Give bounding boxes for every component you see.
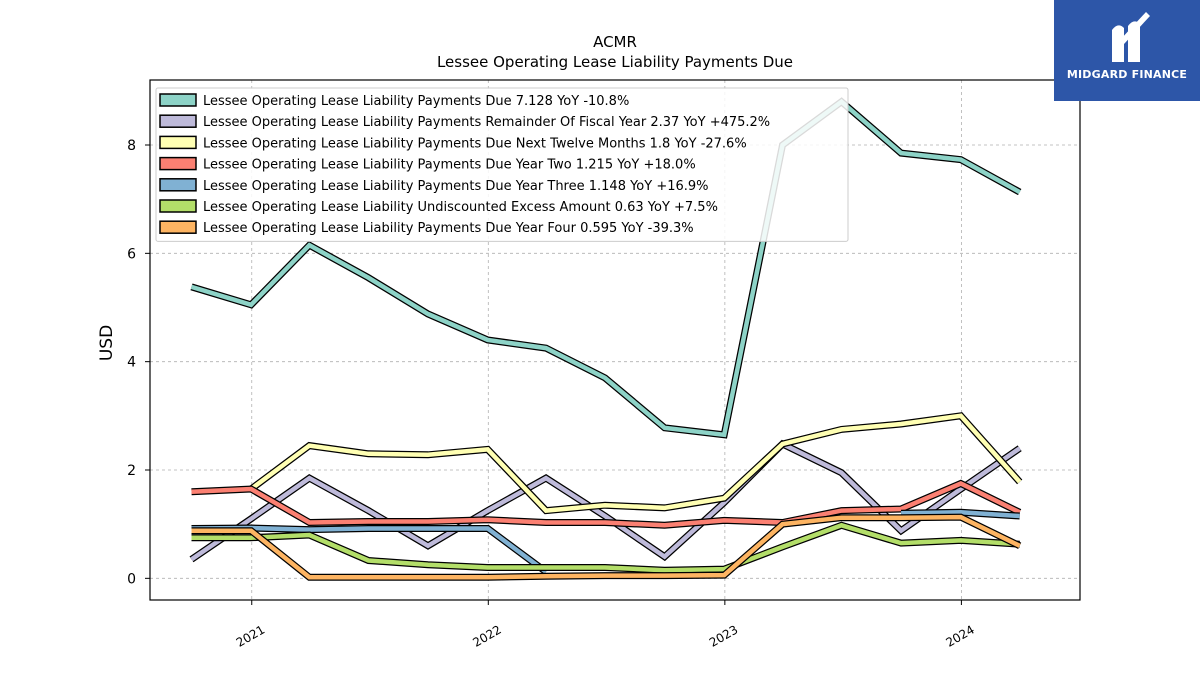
series-line <box>249 413 1022 513</box>
series-6 <box>191 513 1022 581</box>
legend: Lessee Operating Lease Liability Payment… <box>155 87 849 242</box>
series-0 <box>190 97 1022 439</box>
y-tick-label: 4 <box>127 355 136 371</box>
logo-mark-icon <box>1112 12 1150 62</box>
x-tick-label: 2021 <box>234 622 267 649</box>
series-5 <box>191 521 1020 574</box>
brand-logo: MIDGARD FINANCE <box>1054 0 1200 101</box>
legend-label: Lessee Operating Lease Liability Payment… <box>203 179 709 194</box>
logo-text: MIDGARD FINANCE <box>1066 68 1188 81</box>
legend-label: Lessee Operating Lease Liability Undisco… <box>203 200 718 215</box>
legend-label: Lessee Operating Lease Liability Payment… <box>203 94 629 109</box>
y-tick-label: 8 <box>127 138 136 154</box>
legend-box <box>155 87 849 242</box>
legend-swatch <box>159 220 197 234</box>
series-line <box>191 514 1021 580</box>
legend-swatch <box>159 135 197 150</box>
legend-swatch <box>159 178 197 192</box>
series-lines <box>189 97 1023 581</box>
series-line <box>191 522 1020 573</box>
legend-swatch <box>159 156 197 171</box>
x-tick-label: 2023 <box>707 622 740 649</box>
legend-label: Lessee Operating Lease Liability Payment… <box>203 115 770 130</box>
x-tick-label: 2024 <box>943 622 976 649</box>
y-tick-label: 2 <box>127 463 136 479</box>
chart-title: ACMR <box>593 33 637 51</box>
legend-swatch <box>159 199 197 213</box>
legend-label: Lessee Operating Lease Liability Payment… <box>203 136 747 151</box>
y-tick-label: 6 <box>127 246 136 262</box>
legend-label: Lessee Operating Lease Liability Payment… <box>203 221 694 236</box>
x-tick-label: 2022 <box>470 622 503 649</box>
chart-subtitle: Lessee Operating Lease Liability Payment… <box>437 53 793 71</box>
legend-label: Lessee Operating Lease Liability Payment… <box>203 158 696 173</box>
series-line <box>190 98 1021 438</box>
plot-frame <box>149 79 1081 601</box>
series-2 <box>249 412 1023 515</box>
legend-swatch <box>159 93 197 107</box>
y-axis-label: USD <box>97 325 117 361</box>
series-line <box>191 481 1021 528</box>
series-line-outline <box>249 412 1023 515</box>
legend-swatch <box>159 114 197 128</box>
y-tick-label: 0 <box>127 571 136 587</box>
series-line <box>901 510 1020 519</box>
series-3 <box>191 479 1022 529</box>
